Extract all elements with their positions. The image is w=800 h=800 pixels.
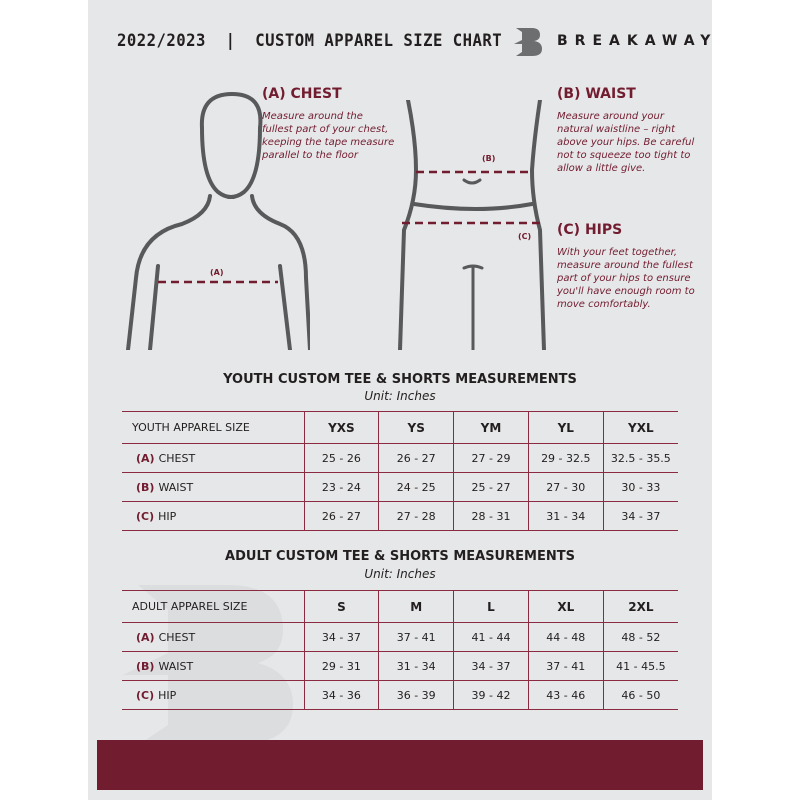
youth-table-unit: Unit: Inches [364,389,436,403]
cell: 41 - 44 [453,622,529,652]
row-name: CHEST [158,451,196,465]
header-cell: XL [527,590,604,623]
page-title: 2022/2023 | CUSTOM APPAREL SIZE CHART [117,31,503,51]
cell: 37 - 41 [378,622,454,652]
cell: 32.5 - 35.5 [602,443,678,473]
cell: 30 - 33 [602,472,678,502]
header-cell: YOUTH APPAREL SIZE [122,411,304,444]
row-name: HIP [158,509,177,523]
table-row: (A) CHEST 34 - 37 37 - 41 41 - 44 44 - 48… [122,622,678,652]
header-cell: 2XL [602,590,678,623]
cell: 36 - 39 [378,680,454,710]
cell: 34 - 36 [303,680,379,710]
chest-heading: (A) CHEST [262,86,342,102]
cell: 39 - 42 [453,680,529,710]
cell: 29 - 32.5 [527,443,604,473]
hips-line-label: (C) [518,232,532,241]
cell: 46 - 50 [602,680,678,710]
row-code: (A) [136,451,155,465]
row-code: (B) [136,480,155,494]
hips-heading: (C) HIPS [557,222,623,238]
row-code: (C) [136,509,155,523]
cell: 26 - 27 [303,501,379,531]
waist-line-label: (B) [482,154,496,163]
row-name: WAIST [158,659,194,673]
cell: 24 - 25 [378,472,454,502]
chest-illustration [126,91,310,350]
header-cell: YXS [303,411,379,444]
header-cell: ADULT APPAREL SIZE [122,590,304,623]
youth-size-table: YOUTH APPAREL SIZE YXS YS YM YL YXL (A) C… [122,411,678,531]
cell: 27 - 30 [527,472,604,502]
cell: 37 - 41 [527,651,604,681]
cell: 44 - 48 [527,622,604,652]
table-row: (A) CHEST 25 - 26 26 - 27 27 - 29 29 - 32… [122,443,678,473]
adult-table-title: ADULT CUSTOM TEE & SHORTS MEASUREMENTS [225,549,575,564]
hips-description: With your feet together, measure around … [557,247,695,310]
row-name: WAIST [158,480,194,494]
table-row: (B) WAIST 23 - 24 24 - 25 25 - 27 27 - 30… [122,472,678,502]
cell: 41 - 45.5 [602,651,678,681]
adult-table-unit: Unit: Inches [364,567,436,581]
header-cell: S [303,590,379,623]
waist-hips-illustration [398,100,546,350]
footer-bar [97,740,703,790]
row-label: (A) CHEST [122,443,304,473]
chest-line-label: (A) [210,268,224,277]
row-label: (A) CHEST [122,622,304,652]
cell: 23 - 24 [303,472,379,502]
waist-heading: (B) WAIST [557,86,636,102]
cell: 26 - 27 [378,443,454,473]
chest-description: Measure around the fullest part of your … [262,111,395,161]
row-label: (C) HIP [122,680,304,710]
cell: 27 - 29 [453,443,529,473]
cell: 34 - 37 [303,622,379,652]
row-code: (A) [136,630,155,644]
brand-name: BREAKAWAY [557,33,718,49]
cell: 25 - 27 [453,472,529,502]
table-header-row: ADULT APPAREL SIZE S M L XL 2XL [122,590,678,623]
cell: 25 - 26 [303,443,379,473]
row-label: (B) WAIST [122,472,304,502]
row-code: (C) [136,688,155,702]
row-code: (B) [136,659,155,673]
table-row: (C) HIP 34 - 36 36 - 39 39 - 42 43 - 46 4… [122,680,678,710]
waist-description: Measure around your natural waistline – … [557,111,695,174]
cell: 34 - 37 [602,501,678,531]
header-cell: YXL [602,411,678,444]
table-row: (C) HIP 26 - 27 27 - 28 28 - 31 31 - 34 3… [122,501,678,531]
cell: 27 - 28 [378,501,454,531]
youth-table-title: YOUTH CUSTOM TEE & SHORTS MEASUREMENTS [223,372,577,387]
row-name: HIP [158,688,177,702]
table-header-row: YOUTH APPAREL SIZE YXS YS YM YL YXL [122,411,678,444]
cell: 31 - 34 [527,501,604,531]
adult-size-table: ADULT APPAREL SIZE S M L XL 2XL (A) CHEST… [122,590,678,710]
table-row: (B) WAIST 29 - 31 31 - 34 34 - 37 37 - 41… [122,651,678,681]
row-label: (B) WAIST [122,651,304,681]
header-cell: YS [378,411,454,444]
header-cell: YM [453,411,529,444]
cell: 34 - 37 [453,651,529,681]
row-label: (C) HIP [122,501,304,531]
header-cell: L [453,590,529,623]
row-name: CHEST [158,630,196,644]
cell: 43 - 46 [527,680,604,710]
cell: 29 - 31 [303,651,379,681]
cell: 31 - 34 [378,651,454,681]
header-cell: YL [527,411,604,444]
header-cell: M [378,590,454,623]
breakaway-logo-icon [514,28,542,56]
cell: 28 - 31 [453,501,529,531]
cell: 48 - 52 [602,622,678,652]
